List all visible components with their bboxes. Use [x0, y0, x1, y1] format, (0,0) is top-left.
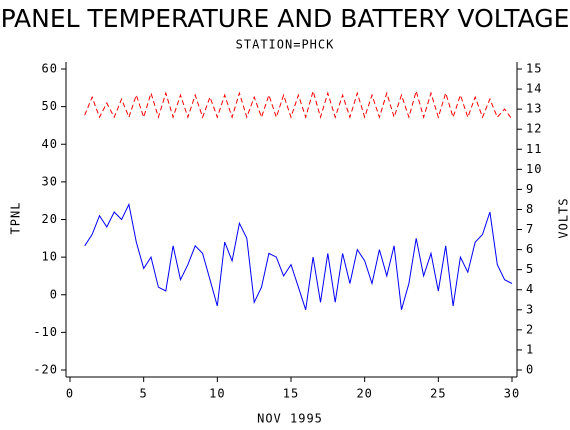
- chart-title: PANEL TEMPERATURE AND BATTERY VOLTAGE: [1, 4, 570, 33]
- y-tick-label: 40: [42, 137, 58, 151]
- x-axis-label: NOV 1995: [257, 412, 323, 426]
- x-tick-label: 20: [356, 387, 372, 401]
- y2-tick-label: 11: [526, 142, 542, 156]
- y2-tick-label: 2: [526, 322, 534, 336]
- x-tick-label: 0: [66, 387, 74, 401]
- series-line: [84, 202, 513, 310]
- y2-tick-label: 12: [526, 122, 542, 136]
- y2-tick-label: 8: [526, 202, 534, 216]
- x-tick-label: 5: [140, 387, 148, 401]
- y2-tick-label: 10: [526, 162, 542, 176]
- y2-tick-label: 7: [526, 222, 534, 236]
- y2-tick-label: 15: [526, 62, 542, 76]
- x-tick-label: 15: [283, 387, 299, 401]
- y-tick-label: 20: [42, 212, 58, 226]
- x-tick-label: 10: [209, 387, 225, 401]
- y2-axis-label: VOLTS: [557, 197, 570, 238]
- y-tick-label: -10: [33, 325, 58, 339]
- y2-tick-label: 13: [526, 102, 542, 116]
- chart-subtitle: STATION=PHCK: [236, 38, 335, 52]
- x-tick-label: 25: [430, 387, 446, 401]
- y2-tick-label: 0: [526, 363, 534, 377]
- y-tick-label: 30: [42, 174, 58, 188]
- y2-tick-label: 9: [526, 182, 534, 196]
- y2-tick-label: 6: [526, 242, 534, 256]
- y2-tick-label: 14: [526, 82, 542, 96]
- x-tick-label: 30: [504, 387, 520, 401]
- y2-tick-label: 3: [526, 302, 534, 316]
- y-tick-label: 0: [50, 287, 58, 301]
- y2-tick-label: 4: [526, 282, 534, 296]
- y-tick-label: 50: [42, 99, 58, 113]
- y-tick-label: -20: [33, 363, 58, 377]
- y-tick-label: 60: [42, 62, 58, 76]
- y2-tick-label: 5: [526, 262, 534, 276]
- y-tick-label: 10: [42, 250, 58, 264]
- y2-tick-label: 1: [526, 342, 534, 356]
- y-axis-label: TPNL: [9, 202, 23, 235]
- series-line: [84, 89, 513, 120]
